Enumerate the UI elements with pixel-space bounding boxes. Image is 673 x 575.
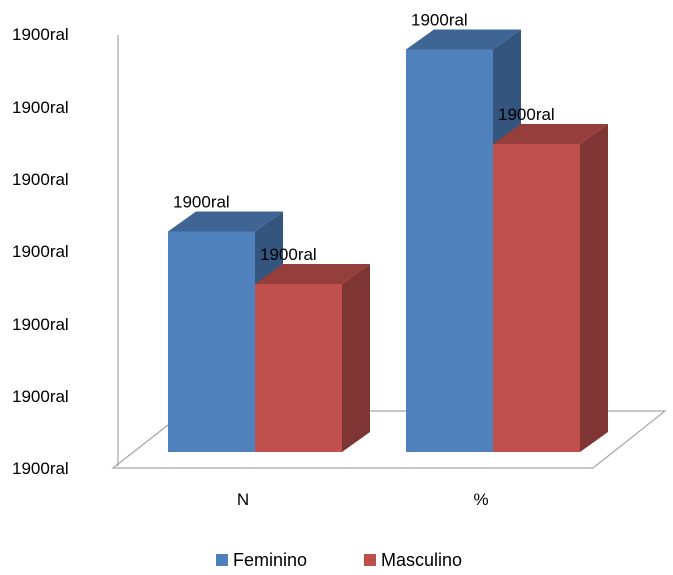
bar-front <box>493 144 580 452</box>
y-tick-label: 1900ral <box>12 98 69 117</box>
y-tick-label: 1900ral <box>12 315 69 334</box>
bar-top <box>255 264 370 284</box>
data-label: 1900ral <box>411 11 468 30</box>
bar-top <box>406 29 521 50</box>
bar-front <box>406 49 493 452</box>
legend-label: Feminino <box>233 550 307 570</box>
bar-top <box>493 124 608 144</box>
x-category-label: % <box>473 490 488 509</box>
y-tick-label: 1900ral <box>12 25 69 44</box>
bar-side <box>342 264 370 452</box>
data-label: 1900ral <box>260 245 317 264</box>
y-tick-label: 1900ral <box>12 459 69 478</box>
bar-side <box>580 124 608 452</box>
y-tick-label: 1900ral <box>12 170 69 189</box>
y-tick-label: 1900ral <box>12 242 69 261</box>
bar-masculino-n <box>255 264 370 452</box>
data-label: 1900ral <box>498 105 555 124</box>
bar-masculino-percent <box>493 124 608 452</box>
y-axis-ticks: 1900ral 1900ral 1900ral 1900ral 1900ral 1900r… <box>12 25 69 478</box>
data-label: 1900ral <box>173 193 230 212</box>
legend-item-masculino: Masculino <box>364 550 462 570</box>
bars <box>168 29 608 452</box>
legend-item-feminino: Feminino <box>216 550 307 570</box>
bar-front <box>255 284 342 452</box>
legend-swatch <box>364 554 376 566</box>
legend: Feminino Masculino <box>216 550 462 570</box>
y-tick-label: 1900ral <box>12 387 69 406</box>
bar-front <box>168 231 255 452</box>
x-axis-categories: N% <box>237 490 489 509</box>
x-category-label: N <box>237 490 249 509</box>
bar-top <box>168 211 283 232</box>
legend-label: Masculino <box>381 550 462 570</box>
data-labels: 1900ral 1900ral 1900ral 1900ral <box>173 11 555 265</box>
legend-swatch <box>216 554 228 566</box>
